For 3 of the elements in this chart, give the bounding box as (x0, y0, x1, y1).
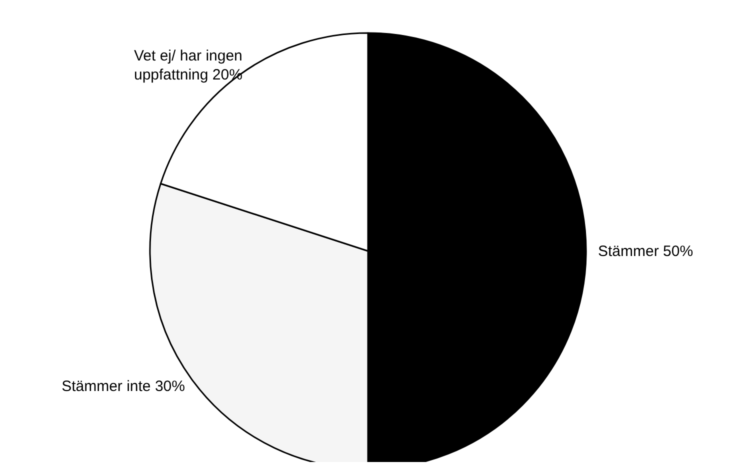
slice-label: Vet ej/ har ingen uppfattning 20% (134, 47, 242, 84)
slice-label: Stämmer 50% (598, 243, 694, 260)
slice-label: Stämmer inte 30% (62, 378, 185, 396)
